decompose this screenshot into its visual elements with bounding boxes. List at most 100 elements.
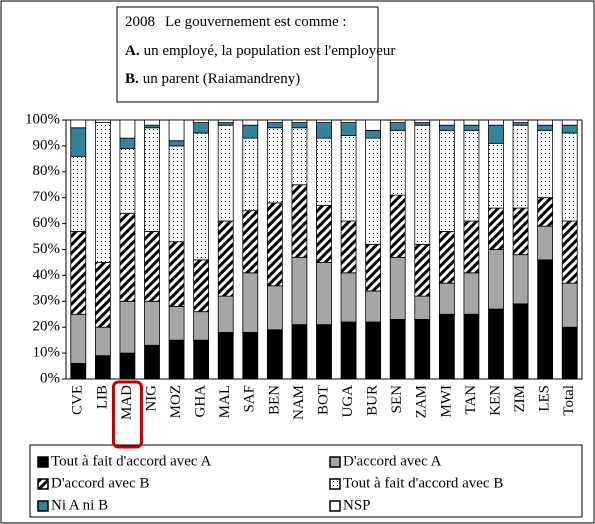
- legend-swatch: [329, 456, 341, 468]
- x-tick-label: GHA: [193, 385, 209, 418]
- bar-segment: [340, 122, 357, 136]
- bar-segment: [168, 339, 185, 380]
- x-tick-label: CVE: [70, 385, 86, 415]
- bar-segment: [217, 124, 234, 222]
- bar-segment: [561, 124, 578, 134]
- x-tick-label: MAD: [119, 385, 135, 420]
- bar-segment: [414, 319, 431, 380]
- bar-segment: [119, 148, 136, 214]
- bar-segment: [414, 243, 431, 297]
- option-letter: A.: [125, 43, 140, 59]
- bar-segment: [463, 272, 480, 315]
- option-letter: B.: [125, 71, 139, 87]
- bar-segment: [168, 306, 185, 341]
- bar-segment: [537, 225, 554, 261]
- bar-segment: [119, 212, 136, 302]
- bar-segment: [291, 324, 308, 380]
- bar-segment: [365, 321, 382, 380]
- legend-label: NSP: [343, 497, 371, 513]
- bar-segment: [537, 259, 554, 380]
- y-tick-label: 80%: [33, 163, 61, 179]
- y-tick-label: 0%: [40, 370, 60, 386]
- bar-segment: [94, 355, 111, 380]
- bar-segment: [365, 129, 382, 139]
- bar-segment: [193, 132, 210, 261]
- bar-segment: [537, 119, 554, 126]
- bar-segment: [291, 256, 308, 326]
- option-text: un parent (Raiamandreny): [143, 71, 300, 87]
- bar-segment: [316, 205, 332, 263]
- bar-segment: [291, 127, 308, 186]
- bar-segment: [316, 137, 332, 206]
- bar-segment: [94, 326, 111, 357]
- bar-segment: [488, 308, 504, 380]
- bar-segment: [119, 300, 136, 354]
- x-tick-label: NIG: [143, 385, 159, 412]
- y-tick-label: 60%: [33, 215, 61, 231]
- bar-segment: [512, 303, 529, 380]
- x-tick-label: MOZ: [168, 385, 184, 418]
- bar-segment: [561, 282, 578, 328]
- bar-segment: [119, 137, 136, 149]
- bar-segment: [217, 295, 234, 333]
- bar-segment: [389, 319, 406, 380]
- bar-segment: [488, 207, 504, 250]
- bar-segment: [488, 119, 504, 126]
- bar-segment: [193, 311, 210, 341]
- bar-segment: [463, 124, 480, 131]
- bar-segment: [561, 220, 578, 284]
- bar-segment: [414, 124, 431, 245]
- bar-segment: [266, 122, 283, 129]
- bar-segment: [365, 243, 382, 292]
- bar-segment: [94, 122, 111, 263]
- bar-segment: [438, 129, 455, 232]
- bar-segment: [340, 119, 357, 123]
- bar-segment: [414, 295, 431, 320]
- bar-segment: [144, 127, 160, 232]
- option-a: A. un employé, la population est l'employ…: [125, 43, 395, 59]
- bar-segment: [512, 124, 529, 209]
- x-tick-label: KEN: [487, 385, 503, 416]
- bar-segment: [144, 230, 160, 302]
- bar-segment: [316, 324, 332, 380]
- bar-segment: [389, 194, 406, 258]
- legend-swatch: [37, 500, 49, 512]
- bar-segment: [291, 122, 308, 129]
- bar-segment: [488, 142, 504, 209]
- bar-segment: [217, 119, 234, 123]
- bar-segment: [365, 290, 382, 323]
- bar-segment: [438, 230, 455, 284]
- x-tick-label: MAL: [217, 385, 233, 418]
- bar-segment: [365, 137, 382, 245]
- bar-segment: [168, 119, 185, 142]
- bar-segment: [316, 119, 332, 123]
- bar-segment: [291, 119, 308, 123]
- bar-segment: [389, 122, 406, 131]
- x-tick-label: ZAM: [414, 385, 430, 418]
- bar-segment: [193, 122, 210, 134]
- x-tick-label: SEN: [389, 385, 405, 414]
- x-tick-label: LIB: [94, 385, 110, 409]
- legend-label: D'accord avec B: [51, 475, 149, 491]
- bar-segment: [168, 140, 185, 147]
- bar-segment: [561, 132, 578, 222]
- bar-segment: [144, 300, 160, 346]
- bar-segment: [463, 313, 480, 380]
- bar-segment: [217, 220, 234, 297]
- bar-segment: [414, 119, 431, 123]
- bar-segment: [389, 256, 406, 320]
- y-tick-label: 50%: [33, 241, 61, 257]
- bar-segment: [463, 129, 480, 222]
- bar-segment: [537, 197, 554, 227]
- bar-segment: [266, 127, 283, 204]
- bar-segment: [266, 329, 283, 380]
- bar-segment: [389, 129, 406, 196]
- bar-segment: [561, 326, 578, 380]
- bar-segment: [266, 285, 283, 331]
- bar-segment: [316, 122, 332, 139]
- bar-segment: [438, 119, 455, 126]
- x-tick-label: LES: [537, 385, 553, 412]
- highlight: [111, 380, 143, 449]
- bar-segment: [316, 262, 332, 326]
- bar-segment: [365, 119, 382, 131]
